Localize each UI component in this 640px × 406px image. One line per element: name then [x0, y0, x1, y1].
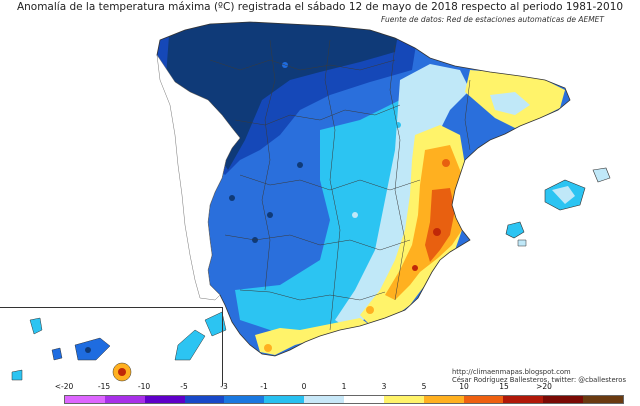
color-legend [64, 395, 624, 404]
legend-tick-label: 0 [301, 382, 307, 391]
legend-tick-label: -15 [97, 382, 111, 391]
credit-author: César Rodríguez Ballesteros, twitter: @c… [452, 376, 626, 384]
legend-swatch [65, 396, 105, 403]
legend-swatch [383, 396, 424, 403]
map-title: Anomalía de la temperatura máxima (ºC) r… [16, 1, 624, 13]
legend-tick-label: 1 [341, 382, 347, 391]
legend-tick-label: 10 [459, 382, 469, 391]
legend-swatch [423, 396, 464, 403]
legend-tick-label: -10 [137, 382, 151, 391]
legend-swatch [264, 396, 305, 403]
legend-swatch [144, 396, 185, 403]
legend-tick-label: -3 [220, 382, 228, 391]
legend-swatch [224, 396, 265, 403]
legend-swatch [184, 396, 225, 403]
legend-swatch [543, 396, 584, 403]
legend-swatch [503, 396, 544, 403]
legend-tick-label: 3 [381, 382, 387, 391]
balearic-islands [505, 167, 611, 247]
legend-swatch [344, 396, 384, 403]
portugal [156, 54, 241, 301]
legend-tick-label: >20 [536, 382, 552, 391]
legend-swatch [104, 396, 145, 403]
legend-tick-label: -5 [180, 382, 188, 391]
legend-swatch [583, 396, 624, 403]
legend-tick-label: 15 [499, 382, 509, 391]
legend-tick-label: <-20 [54, 382, 74, 391]
legend-swatch [463, 396, 504, 403]
province-borders [209, 39, 471, 331]
credit-url[interactable]: http://climaenmapas.blogspot.com [452, 368, 571, 376]
canary-islands [11, 311, 227, 382]
legend-swatch [304, 396, 345, 403]
legend-tick-label: -1 [260, 382, 268, 391]
data-source: Fuente de datos: Red de estaciones autom… [380, 15, 604, 24]
legend-tick-label: 5 [421, 382, 427, 391]
canary-inset-frame [0, 307, 223, 386]
